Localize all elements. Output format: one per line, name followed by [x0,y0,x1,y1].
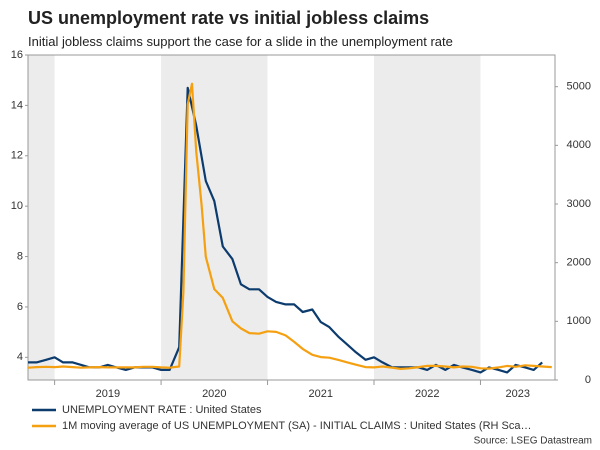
y2-tick-label: 1000 [567,315,591,327]
y-tick-label: 6 [17,301,23,313]
y-tick-label: 4 [17,351,23,363]
y-tick-label: 14 [11,99,23,111]
y2-tick-label: 5000 [567,81,591,93]
y2-tick-label: 2000 [567,257,591,269]
y-tick-label: 12 [11,150,23,162]
y2-tick-label: 4000 [567,139,591,151]
x-tick-label: 2020 [202,388,226,400]
y2-tick-label: 3000 [567,198,591,210]
year-band [374,55,481,380]
year-band [161,55,268,380]
legend-label: 1M moving average of US UNEMPLOYMENT (SA… [62,420,531,432]
x-tick-label: 2021 [309,388,333,400]
chart-title: US unemployment rate vs initial jobless … [28,8,429,28]
source: Source: LSEG Datastream [474,436,592,447]
y-tick-label: 16 [11,49,23,61]
x-tick-label: 2022 [415,388,439,400]
plot-frame [27,54,556,381]
y-tick-label: 10 [11,200,23,212]
legend-label: UNEMPLOYMENT RATE : United States [62,404,262,416]
y2-tick-label: 0 [585,374,591,386]
chart-subtitle: Initial jobless claims support the case … [28,34,453,49]
series-line [27,82,552,370]
x-tick-label: 2019 [96,388,120,400]
year-band [28,55,55,380]
year-bands [28,55,481,380]
y-tick-label: 8 [17,250,23,262]
x-tick-label: 2023 [505,388,529,400]
